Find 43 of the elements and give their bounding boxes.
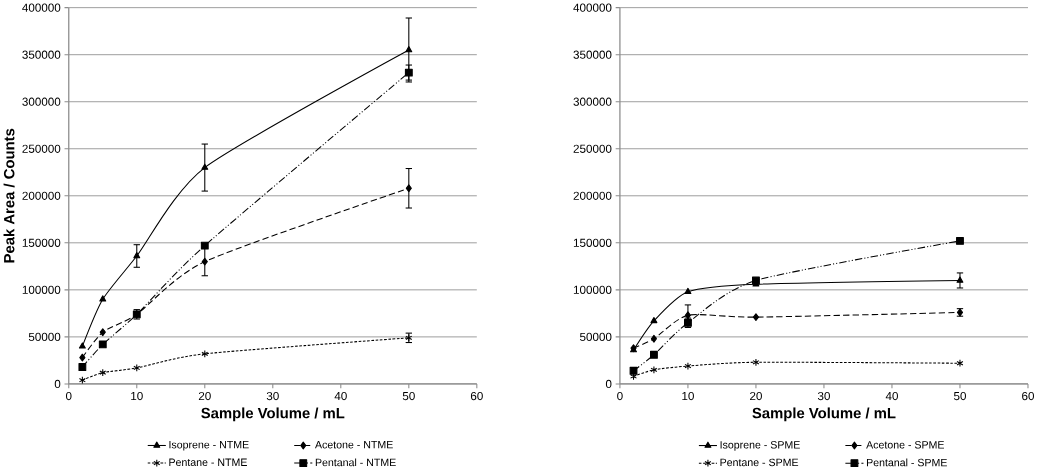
- y-tick-label: 300000: [573, 97, 612, 106]
- y-tick-label: 200000: [573, 191, 612, 200]
- y-tick-label: 0: [54, 379, 61, 389]
- x-tick-label: 30: [817, 391, 830, 401]
- x-tick-label: 20: [198, 391, 211, 401]
- x-axis-title: Sample Volume / mL: [752, 407, 896, 422]
- y-tick-label: 150000: [22, 238, 61, 247]
- y-tick-label: 0: [605, 379, 612, 389]
- y-tick-label: 100000: [22, 285, 61, 294]
- x-tick-label: 40: [334, 391, 347, 401]
- y-tick-label: 250000: [22, 144, 61, 153]
- legend-label: Acetone - SPME: [866, 441, 945, 449]
- x-tick-label: 30: [266, 391, 279, 401]
- x-tick-label: 0: [617, 391, 623, 401]
- x-tick-label: 0: [65, 391, 72, 401]
- x-tick-label: 50: [402, 391, 415, 401]
- y-tick-label: 50000: [28, 332, 61, 341]
- y-tick-label: 200000: [22, 191, 61, 200]
- legend-label: Pentanal - NTME: [315, 458, 396, 467]
- x-tick-label: 10: [131, 391, 143, 401]
- x-tick-label: 10: [682, 391, 694, 401]
- y-axis-title: Peak Area / Counts: [3, 128, 15, 263]
- y-tick-label: 50000: [579, 332, 612, 341]
- legend-label: Isoprene - NTME: [169, 441, 249, 451]
- x-axis-title: Sample Volume / mL: [201, 407, 345, 422]
- y-tick-label: 400000: [22, 3, 61, 12]
- x-tick-label: 20: [750, 391, 762, 401]
- y-tick-label: 350000: [573, 50, 612, 59]
- legend-label: Pentanal - SPME: [866, 458, 947, 467]
- y-tick-label: 250000: [573, 144, 612, 153]
- x-tick-label: 50: [953, 391, 966, 401]
- x-tick-label: 60: [1022, 391, 1034, 401]
- legend-label: Pentane - NTME: [169, 458, 247, 466]
- y-tick-label: 350000: [22, 50, 61, 59]
- y-tick-label: 150000: [573, 238, 612, 247]
- y-tick-label: 300000: [22, 97, 61, 106]
- x-tick-label: 40: [885, 391, 898, 401]
- y-tick-label: 400000: [573, 3, 612, 12]
- legend-label: Acetone - NTME: [314, 441, 393, 449]
- legend-label: Isoprene - SPME: [720, 441, 800, 451]
- x-tick-label: 60: [470, 391, 483, 401]
- legend-label: Pentane - SPME: [720, 458, 799, 467]
- y-tick-label: 100000: [573, 285, 612, 294]
